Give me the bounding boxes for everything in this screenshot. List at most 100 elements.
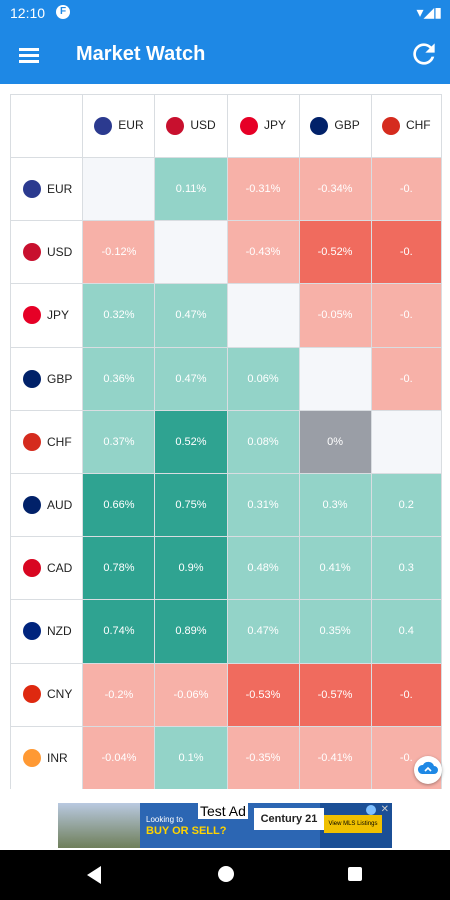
heatmap-cell[interactable]: 0.47%	[154, 283, 228, 348]
row-header-label: JPY	[47, 308, 70, 323]
column-header-label: JPY	[264, 118, 287, 133]
heatmap-cell[interactable]	[82, 156, 156, 222]
heatmap-cell[interactable]: 0.31%	[226, 472, 300, 538]
page-title: Market Watch	[76, 43, 206, 65]
heatmap-cell[interactable]: 0.47%	[226, 599, 300, 664]
heatmap-cell[interactable]: -0.35%	[226, 725, 300, 789]
clock: 12:10	[10, 5, 46, 21]
row-header[interactable]: AUD	[10, 472, 84, 538]
heatmap-cell[interactable]: -0.	[370, 220, 442, 285]
row-header[interactable]: CNY	[10, 662, 84, 727]
heatmap-cell[interactable]: 0.74%	[82, 599, 156, 664]
table-row: JPY 0.32% 0.47% -0.05% -0.	[10, 283, 442, 348]
heatmap-cell[interactable]	[226, 283, 300, 348]
eu-flag-icon	[94, 117, 113, 135]
heatmap-cell[interactable]: 0.06%	[226, 346, 300, 411]
system-nav-bar	[0, 850, 450, 900]
heatmap-cell[interactable]: 0%	[298, 409, 372, 474]
ad-banner[interactable]: Test Ad Looking to BUY OR SELL? Century …	[58, 803, 392, 848]
back-icon[interactable]	[87, 866, 101, 884]
row-header[interactable]: EUR	[10, 156, 84, 222]
row-header[interactable]: USD	[10, 220, 84, 285]
heatmap-cell[interactable]: -0.	[370, 156, 442, 222]
heatmap-cell[interactable]: 0.3%	[298, 472, 372, 538]
heatmap-cell[interactable]: 0.36%	[82, 346, 156, 411]
column-header-label: GBP	[334, 118, 360, 133]
gb-flag-icon	[23, 369, 41, 388]
gb-flag-icon	[310, 117, 329, 135]
heatmap-cell[interactable]: 0.37%	[82, 409, 156, 474]
notification-icon: F	[56, 5, 70, 19]
row-header[interactable]: CAD	[10, 536, 84, 601]
us-flag-icon	[166, 117, 185, 135]
menu-icon[interactable]	[12, 39, 46, 71]
ad-info-icon[interactable]	[366, 805, 376, 815]
heatmap-cell[interactable]: -0.	[370, 662, 442, 727]
row-header-label: EUR	[47, 181, 73, 196]
heatmap-cell[interactable]: 0.75%	[154, 472, 228, 538]
currency-heatmap: EUR USD JPY GBP CHF EUR 0.11% -0.31% -0.34% -0. US…	[10, 94, 442, 789]
heatmap-cell[interactable]: 0.4	[370, 599, 442, 664]
heatmap-cell[interactable]: 0.78%	[82, 536, 156, 601]
heatmap-cell[interactable]: 0.08%	[226, 409, 300, 474]
heatmap-cell[interactable]: 0.11%	[154, 156, 228, 222]
heatmap-cell[interactable]: 0.35%	[298, 599, 372, 664]
heatmap-cell[interactable]: -0.04%	[82, 725, 156, 789]
row-header[interactable]: GBP	[10, 346, 84, 411]
heatmap-cell[interactable]: 0.9%	[154, 536, 228, 601]
heatmap-cell[interactable]: -0.53%	[226, 662, 300, 727]
heatmap-cell[interactable]: 0.47%	[154, 346, 228, 411]
cloud-icon[interactable]	[414, 756, 442, 784]
heatmap-cell[interactable]: -0.2%	[82, 662, 156, 727]
ch-flag-icon	[381, 117, 400, 135]
heatmap-cell[interactable]: -0.05%	[298, 283, 372, 348]
heatmap-cell[interactable]	[298, 346, 372, 411]
heatmap-cell[interactable]: -0.12%	[82, 220, 156, 285]
heatmap-cell[interactable]: -0.41%	[298, 725, 372, 789]
recent-apps-icon[interactable]	[348, 867, 362, 881]
row-header-label: NZD	[47, 624, 72, 639]
heatmap-cell[interactable]: -0.	[370, 283, 442, 348]
ad-close-icon[interactable]: ✕	[380, 804, 389, 815]
column-header[interactable]: EUR	[82, 94, 156, 158]
column-header[interactable]: USD	[154, 94, 228, 158]
corner-cell	[10, 94, 84, 158]
heatmap-cell[interactable]: 0.3	[370, 536, 442, 601]
heatmap-cell[interactable]: 0.32%	[82, 283, 156, 348]
home-icon[interactable]	[218, 866, 234, 882]
row-header[interactable]: INR	[10, 725, 84, 789]
ad-text-line2: BUY OR SELL?	[146, 825, 227, 837]
heatmap-cell[interactable]: -0.	[370, 346, 442, 411]
heatmap-cell[interactable]: 0.52%	[154, 409, 228, 474]
heatmap-cell[interactable]: -0.43%	[226, 220, 300, 285]
row-header[interactable]: JPY	[10, 283, 84, 348]
column-header[interactable]: JPY	[226, 94, 300, 158]
row-header[interactable]: NZD	[10, 599, 84, 664]
column-header[interactable]: CHF	[370, 94, 442, 158]
heatmap-cell[interactable]	[370, 409, 442, 474]
jp-flag-icon	[23, 306, 41, 325]
row-header-label: AUD	[47, 497, 73, 512]
heatmap-cell[interactable]: -0.57%	[298, 662, 372, 727]
nz-flag-icon	[23, 622, 41, 641]
heatmap-cell[interactable]: 0.66%	[82, 472, 156, 538]
column-header[interactable]: GBP	[298, 94, 372, 158]
row-header-label: GBP	[47, 371, 73, 386]
heatmap-cell[interactable]: 0.48%	[226, 536, 300, 601]
heatmap-cell[interactable]: 0.89%	[154, 599, 228, 664]
heatmap-cell[interactable]: -0.34%	[298, 156, 372, 222]
heatmap-cell[interactable]: 0.1%	[154, 725, 228, 789]
heatmap-cell[interactable]: -0.31%	[226, 156, 300, 222]
heatmap-cell[interactable]: 0.41%	[298, 536, 372, 601]
row-header-label: USD	[47, 245, 73, 260]
refresh-icon[interactable]	[408, 38, 440, 70]
heatmap-cell[interactable]: -0.52%	[298, 220, 372, 285]
table-row: NZD 0.74% 0.89% 0.47% 0.35% 0.4	[10, 599, 442, 664]
table-row: CNY -0.2% -0.06% -0.53% -0.57% -0.	[10, 662, 442, 727]
ad-cta-button[interactable]: View MLS Listings	[324, 815, 382, 833]
status-bar: 12:10 F ▾◢▮	[0, 0, 450, 26]
heatmap-cell[interactable]: 0.2	[370, 472, 442, 538]
heatmap-cell[interactable]	[154, 220, 228, 285]
heatmap-cell[interactable]: -0.06%	[154, 662, 228, 727]
row-header[interactable]: CHF	[10, 409, 84, 474]
